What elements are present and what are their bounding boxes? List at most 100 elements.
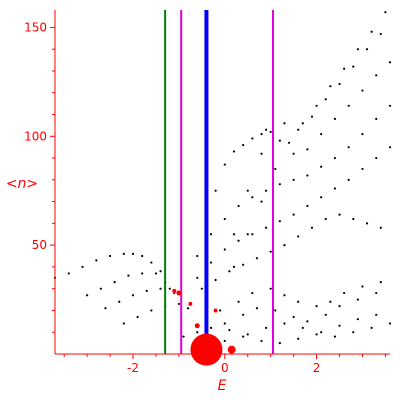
data-point	[283, 322, 286, 325]
data-point	[264, 226, 268, 229]
data-point	[232, 233, 236, 236]
data-point	[292, 178, 295, 181]
data-point	[131, 294, 135, 297]
data-point	[347, 146, 350, 149]
data-point	[388, 146, 392, 149]
x-tick-label: 2	[313, 361, 321, 375]
x-tick-label: -2	[127, 361, 139, 375]
data-point	[251, 291, 254, 295]
data-point	[141, 272, 144, 275]
data-point	[297, 337, 300, 340]
data-point	[370, 326, 373, 329]
data-point	[159, 270, 162, 273]
highlight-point	[194, 323, 200, 329]
data-point	[264, 128, 268, 131]
data-point	[320, 133, 323, 136]
data-point	[122, 252, 125, 255]
data-point	[223, 322, 226, 325]
data-point	[283, 244, 286, 247]
data-point	[324, 217, 327, 221]
data-point	[209, 261, 213, 264]
data-point	[333, 156, 337, 160]
data-point	[292, 315, 295, 319]
data-point	[237, 239, 240, 242]
data-point	[131, 252, 135, 255]
highlight-point	[227, 345, 236, 354]
data-point	[95, 259, 98, 262]
data-point	[301, 326, 304, 329]
data-point	[113, 281, 116, 284]
data-point	[343, 291, 346, 295]
data-point	[214, 189, 217, 192]
data-point	[274, 167, 277, 171]
data-point	[388, 61, 392, 64]
data-point	[242, 263, 245, 266]
data-point	[315, 333, 318, 336]
data-point	[228, 270, 231, 273]
data-point	[246, 233, 249, 236]
data-point	[246, 333, 249, 336]
data-point	[200, 287, 203, 290]
data-point	[384, 11, 387, 14]
data-point	[196, 331, 199, 334]
data-point	[255, 307, 259, 310]
data-point	[338, 213, 341, 216]
data-point	[343, 67, 346, 70]
data-point	[223, 339, 226, 343]
data-point	[67, 272, 70, 275]
data-point	[251, 196, 254, 199]
data-point	[338, 305, 341, 308]
data-point	[333, 117, 337, 120]
data-point	[361, 89, 364, 92]
y-tick-label: 150	[24, 20, 47, 34]
highlight-point	[172, 288, 177, 293]
data-point	[310, 115, 314, 118]
data-point	[306, 174, 309, 177]
data-point	[104, 307, 107, 310]
data-point	[260, 339, 263, 343]
data-point	[99, 287, 102, 290]
data-point	[264, 326, 268, 329]
data-point	[352, 65, 355, 68]
highlight-point	[188, 301, 193, 306]
data-point	[310, 226, 314, 229]
data-point	[352, 331, 355, 334]
data-point	[297, 300, 300, 303]
data-point	[388, 104, 392, 107]
data-point	[297, 128, 300, 131]
data-point	[209, 233, 213, 236]
data-point	[292, 152, 295, 155]
data-point	[260, 200, 263, 203]
data-point	[315, 104, 318, 107]
data-point	[150, 309, 153, 312]
data-point	[168, 287, 171, 290]
highlight-points	[172, 288, 236, 366]
data-point	[150, 261, 153, 264]
data-point	[219, 309, 222, 312]
axes	[54, 10, 390, 355]
data-point	[127, 274, 130, 277]
data-point	[278, 342, 281, 345]
data-point	[301, 122, 304, 125]
data-point	[379, 32, 382, 36]
data-point	[365, 222, 369, 225]
data-point	[209, 326, 213, 329]
data-point	[255, 257, 259, 260]
data-point	[264, 189, 268, 192]
data-point	[375, 74, 378, 77]
data-point	[338, 82, 341, 86]
data-point	[375, 291, 378, 295]
x-axis-title: E	[218, 378, 227, 394]
data-point	[306, 320, 309, 323]
data-point	[324, 313, 327, 316]
data-point	[287, 141, 291, 144]
data-point	[315, 305, 318, 308]
data-point	[356, 298, 359, 301]
data-point	[375, 313, 378, 316]
data-point	[242, 313, 245, 316]
data-point	[361, 167, 364, 171]
data-point	[228, 328, 231, 332]
data-point	[196, 276, 199, 279]
data-point	[223, 163, 226, 166]
